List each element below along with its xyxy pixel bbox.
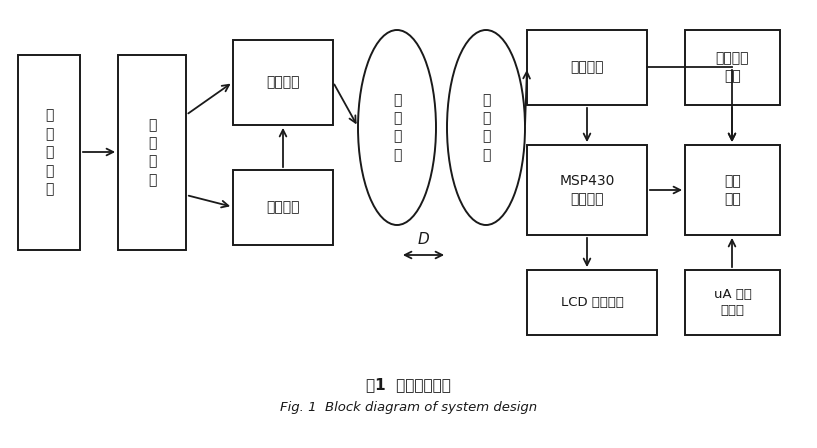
Text: MSP430
控制系统: MSP430 控制系统 [560,174,614,206]
Text: 整流稳压: 整流稳压 [570,60,604,74]
Text: uA 表头
电流表: uA 表头 电流表 [713,288,752,318]
Text: 交
直
流
供
电: 交 直 流 供 电 [45,109,53,196]
Text: 耦
合
线
圈: 耦 合 线 圈 [482,93,490,162]
Text: 恒流
充电: 恒流 充电 [724,174,741,206]
Bar [685,145,780,235]
Text: 耦
合
线
圈: 耦 合 线 圈 [393,93,401,162]
Bar [685,30,780,105]
Bar [233,40,333,125]
Bar [527,145,647,235]
Text: Fig. 1  Block diagram of system design: Fig. 1 Block diagram of system design [280,401,537,414]
Text: D: D [417,232,430,246]
Text: 图1  系统设计框图: 图1 系统设计框图 [366,378,451,392]
Bar [18,55,80,250]
Text: 充电方式
选择: 充电方式 选择 [716,52,749,84]
Text: 电
源
管
理: 电 源 管 理 [148,118,156,187]
Text: 频率振荡: 频率振荡 [266,201,300,215]
Bar [685,270,780,335]
Bar [118,55,186,250]
Bar [527,30,647,105]
Ellipse shape [447,30,525,225]
Ellipse shape [358,30,436,225]
Bar [527,270,657,335]
Text: 功率放大: 功率放大 [266,76,300,90]
Bar [233,170,333,245]
Text: LCD 充电指示: LCD 充电指示 [560,296,623,309]
